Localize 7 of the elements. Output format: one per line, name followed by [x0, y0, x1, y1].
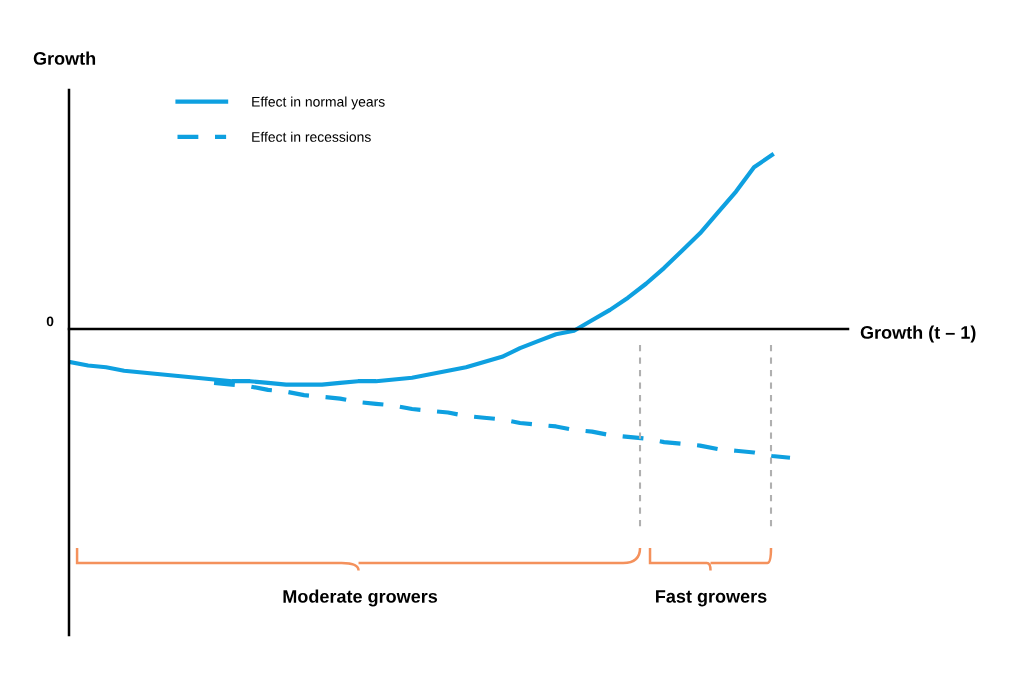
legend-label: Effect in normal years: [252, 96, 385, 110]
y-axis-title: Growth: [33, 51, 96, 65]
legend-label: Effect in recessions: [252, 131, 371, 142]
x-axis-title: Growth (t – 1): [860, 325, 976, 343]
text: Moderate growers: [283, 589, 438, 607]
text: Fast growers: [656, 590, 767, 607]
text: 0: [46, 316, 54, 327]
